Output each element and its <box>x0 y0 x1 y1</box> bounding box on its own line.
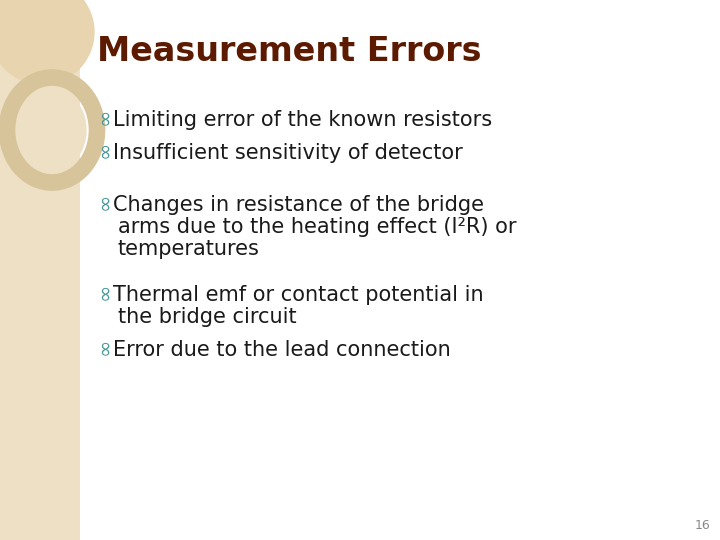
Text: Changes in resistance of the bridge: Changes in resistance of the bridge <box>113 195 484 215</box>
Circle shape <box>0 0 94 84</box>
Text: Thermal emf or contact potential in: Thermal emf or contact potential in <box>113 285 484 305</box>
Text: the bridge circuit: the bridge circuit <box>118 307 297 327</box>
Text: Error due to the lead connection: Error due to the lead connection <box>113 340 451 360</box>
Text: ∞: ∞ <box>94 193 114 211</box>
Text: Measurement Errors: Measurement Errors <box>97 35 482 68</box>
Ellipse shape <box>18 89 86 171</box>
Text: arms due to the heating effect (I²R) or: arms due to the heating effect (I²R) or <box>118 217 516 237</box>
Bar <box>0 0 80 540</box>
Text: temperatures: temperatures <box>118 239 260 259</box>
Text: Limiting error of the known resistors: Limiting error of the known resistors <box>113 110 492 130</box>
Text: 16: 16 <box>694 519 710 532</box>
Text: ∞: ∞ <box>94 141 114 158</box>
Text: ∞: ∞ <box>94 338 114 355</box>
Text: ∞: ∞ <box>94 108 114 125</box>
Text: Insufficient sensitivity of detector: Insufficient sensitivity of detector <box>113 143 463 163</box>
Text: ∞: ∞ <box>94 283 114 300</box>
